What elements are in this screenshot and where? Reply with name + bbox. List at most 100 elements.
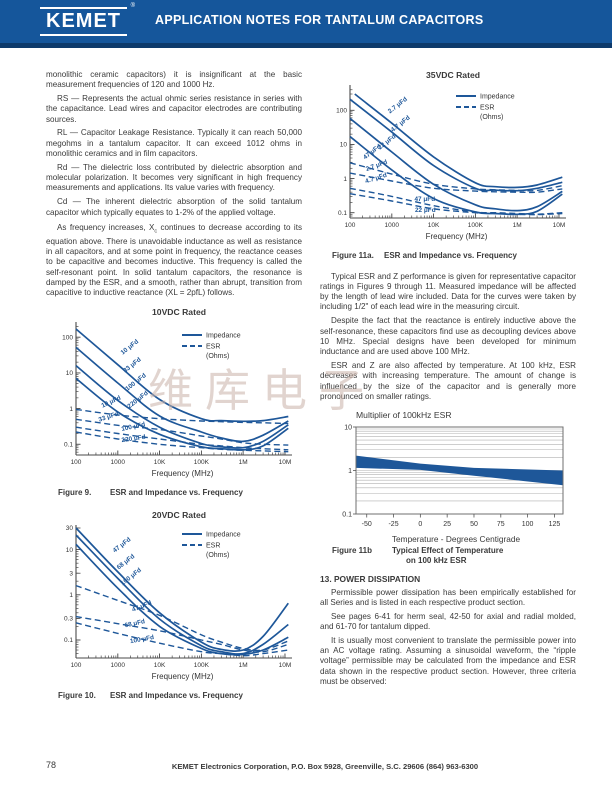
paragraph: RL — Capacitor Leakage Resistance. Typic… bbox=[46, 128, 302, 159]
svg-text:1000: 1000 bbox=[111, 459, 126, 466]
svg-text:10M: 10M bbox=[279, 459, 292, 466]
svg-text:100K: 100K bbox=[468, 222, 484, 229]
right-column: 35VDC Rated 100 1000 10K 100K 1M 10M 100 10 1 0.1… bbox=[320, 70, 576, 691]
svg-text:100: 100 bbox=[522, 521, 534, 528]
paragraph: RS — Represents the actual ohmic series … bbox=[46, 94, 302, 124]
fig11b-caption: Figure 11b Typical Effect of Temperature… bbox=[332, 546, 576, 567]
svg-text:Frequency (MHz): Frequency (MHz) bbox=[152, 672, 214, 681]
footer-text: KEMET Electronics Corporation, P.O. Box … bbox=[171, 761, 479, 771]
svg-text:Frequency (MHz): Frequency (MHz) bbox=[426, 232, 488, 241]
svg-text:100 μFd: 100 μFd bbox=[121, 421, 146, 433]
svg-text:100K: 100K bbox=[194, 459, 210, 466]
registered-mark: ® bbox=[130, 3, 135, 9]
fig11b-caption-line2: on 100 kHz ESR bbox=[406, 556, 467, 566]
svg-text:125: 125 bbox=[549, 521, 561, 528]
svg-text:68 μFd: 68 μFd bbox=[124, 619, 146, 630]
figure-11b: Multiplier of 100kHz ESR -50 -25 0 25 50 75 10… bbox=[320, 410, 576, 566]
fig11b-title: Multiplier of 100kHz ESR bbox=[356, 410, 452, 421]
fig9-caption: Figure 9. ESR and Impedance vs. Frequenc… bbox=[58, 488, 302, 498]
svg-text:33 μFd: 33 μFd bbox=[122, 356, 143, 374]
kemet-logo: KEMET ® bbox=[40, 3, 135, 36]
svg-text:1M: 1M bbox=[513, 222, 522, 229]
svg-text:50: 50 bbox=[470, 521, 478, 528]
fig11a-caption: Figure 11a. ESR and Impedance vs. Freque… bbox=[332, 251, 576, 261]
svg-text:220 μFd: 220 μFd bbox=[121, 434, 146, 444]
fig11b-caption-line1: Typical Effect of Temperature bbox=[392, 545, 504, 555]
svg-text:0.1: 0.1 bbox=[338, 210, 347, 217]
svg-text:(Ohms): (Ohms) bbox=[206, 552, 229, 559]
figure-11a: 35VDC Rated 100 1000 10K 100K 1M 10M 100 10 1 0.1… bbox=[320, 70, 576, 262]
figure-9: 10VDC Rated 100 1000 10K 100K 1M 10M 100 10 1 0.1… bbox=[46, 307, 302, 499]
kemet-logo-text: KEMET bbox=[46, 10, 121, 32]
svg-text:10: 10 bbox=[66, 547, 74, 554]
svg-text:Frequency (MHz): Frequency (MHz) bbox=[152, 469, 214, 478]
svg-text:1000: 1000 bbox=[385, 222, 400, 229]
paragraph-text: continues to decrease according to its e… bbox=[46, 222, 302, 298]
svg-text:1: 1 bbox=[343, 176, 347, 183]
svg-text:2.7 μFd: 2.7 μFd bbox=[387, 96, 409, 115]
svg-text:-25: -25 bbox=[388, 521, 398, 528]
svg-text:0.1: 0.1 bbox=[64, 638, 73, 645]
svg-text:47 μFd: 47 μFd bbox=[112, 537, 133, 555]
svg-text:0.1: 0.1 bbox=[64, 441, 73, 448]
svg-text:0.1: 0.1 bbox=[342, 512, 352, 519]
svg-text:10: 10 bbox=[344, 425, 352, 432]
svg-text:1: 1 bbox=[69, 406, 73, 413]
paragraph: ESR and Z are also affected by temperatu… bbox=[320, 360, 576, 401]
svg-text:100: 100 bbox=[71, 459, 82, 466]
svg-text:100: 100 bbox=[336, 108, 347, 115]
svg-text:4.7 μFd: 4.7 μFd bbox=[364, 172, 388, 186]
fig10-caption-text: ESR and Impedance vs. Frequency bbox=[110, 691, 243, 701]
paragraph: As frequency increases, Xc continues to … bbox=[46, 223, 302, 299]
svg-text:2.7 μFd: 2.7 μFd bbox=[365, 159, 389, 173]
paragraph: Despite the fact that the reactance is e… bbox=[320, 316, 576, 357]
svg-text:3: 3 bbox=[69, 571, 73, 578]
svg-text:Impedance: Impedance bbox=[206, 332, 241, 339]
svg-text:68 μFd: 68 μFd bbox=[116, 553, 137, 571]
fig11a-caption-label: Figure 11a. bbox=[332, 251, 374, 261]
page-title: APPLICATION NOTES FOR TANTALUM CAPACITOR… bbox=[155, 13, 484, 27]
svg-text:10K: 10K bbox=[154, 459, 166, 466]
svg-text:100K: 100K bbox=[194, 662, 210, 669]
svg-text:100: 100 bbox=[71, 662, 82, 669]
paragraph: It is usually most convenient to transla… bbox=[320, 635, 576, 687]
svg-text:Impedance: Impedance bbox=[206, 532, 241, 539]
fig9-title: 10VDC Rated bbox=[152, 306, 206, 317]
svg-text:10M: 10M bbox=[553, 222, 566, 229]
svg-text:10 μFd: 10 μFd bbox=[120, 338, 141, 356]
fig11b-xlabel: Temperature - Degrees Centigrade bbox=[391, 534, 521, 545]
paragraph: Rd — The dielectric loss contributed by … bbox=[46, 162, 302, 193]
svg-text:33 μFd: 33 μFd bbox=[98, 410, 120, 423]
fig11b-chart: -50 -25 0 25 50 75 100 125 10 1 0.1 bbox=[342, 425, 564, 528]
svg-text:(Ohms): (Ohms) bbox=[206, 353, 229, 360]
svg-text:ESR: ESR bbox=[480, 105, 494, 112]
header-stripe bbox=[0, 43, 612, 48]
paragraph: Typical ESR and Z performance is given f… bbox=[320, 271, 576, 312]
paragraph: Permissible power dissipation has been e… bbox=[320, 587, 576, 607]
svg-text:10K: 10K bbox=[154, 662, 166, 669]
paragraph: See pages 6-41 for herm seal, 42-50 for … bbox=[320, 611, 576, 632]
subscript: c bbox=[154, 228, 158, 235]
svg-text:ESR: ESR bbox=[206, 343, 220, 350]
svg-text:0.3: 0.3 bbox=[64, 616, 73, 623]
svg-text:ESR: ESR bbox=[206, 543, 220, 550]
header-bar: KEMET ® APPLICATION NOTES FOR TANTALUM C… bbox=[0, 0, 612, 43]
left-column: monolithic ceramic capacitors) it is ins… bbox=[46, 70, 302, 702]
fig9-caption-label: Figure 9. bbox=[58, 487, 92, 497]
svg-text:100 μFd: 100 μFd bbox=[130, 635, 155, 646]
svg-text:75: 75 bbox=[497, 521, 505, 528]
svg-text:1: 1 bbox=[348, 468, 352, 475]
fig11b-caption-label: Figure 11b bbox=[332, 545, 373, 555]
section-heading-power-dissipation: 13. POWER DISSIPATION bbox=[320, 574, 421, 585]
fig10-title: 20VDC Rated bbox=[152, 510, 206, 521]
svg-text:Impedance: Impedance bbox=[480, 94, 515, 101]
svg-text:1M: 1M bbox=[239, 662, 248, 669]
svg-text:10: 10 bbox=[340, 142, 348, 149]
svg-text:0: 0 bbox=[418, 521, 422, 528]
paragraph: monolithic ceramic capacitors) it is ins… bbox=[46, 70, 302, 90]
fig10-caption-label: Figure 10. bbox=[58, 691, 96, 701]
svg-text:(Ohms): (Ohms) bbox=[480, 114, 503, 121]
